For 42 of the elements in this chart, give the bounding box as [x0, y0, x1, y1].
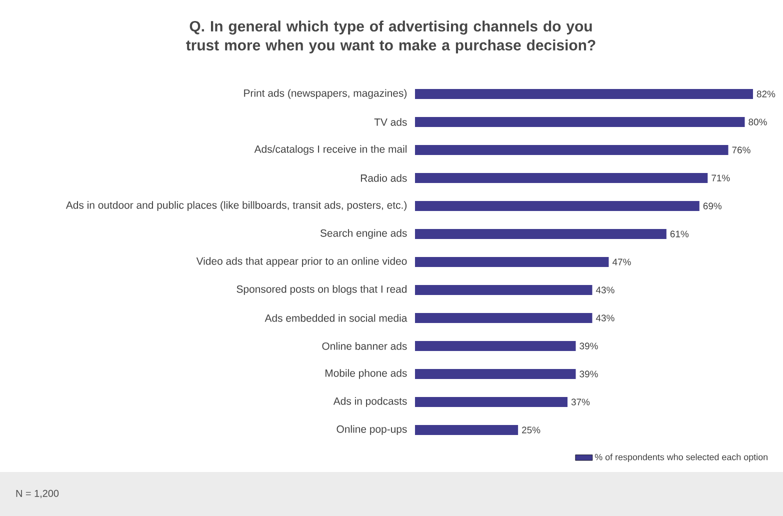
data-label: 39% [580, 370, 598, 378]
y-tick-label: Ads/catalogs I receive in the mail [254, 145, 407, 155]
data-label: 47% [612, 258, 631, 266]
bar [415, 173, 708, 183]
bar [415, 397, 568, 408]
y-tick-label: Radio ads [360, 174, 407, 182]
bar [415, 313, 592, 324]
y-tick-label: Ads in outdoor and public places (like billboards, transit ads, posters, etc.) [66, 201, 407, 211]
y-tick-label: Sponsored posts on blogs that I read [236, 285, 407, 295]
data-label: 61% [670, 230, 689, 238]
text: N = 1,200 [16, 490, 59, 498]
legend-label: % of respondents who selected each option [594, 454, 768, 462]
y-tick-label: Print ads (newspapers, magazines) [244, 89, 407, 99]
bar [415, 257, 609, 268]
data-label: 76% [732, 146, 750, 154]
bar [415, 341, 576, 352]
y-tick-label: Video ads that appear prior to an online video [196, 257, 407, 267]
bar [415, 145, 728, 155]
y-tick-label: Online banner ads [322, 342, 407, 350]
bar [415, 285, 592, 296]
bar [415, 229, 666, 240]
y-tick-label: Ads embedded in social media [264, 314, 408, 322]
data-label: 43% [596, 314, 614, 322]
data-label: 25% [522, 426, 540, 434]
chart-title: Q. In general which type of advertising channels do you trust more when you want to make a purchase decision? [186, 20, 596, 54]
y-tick-label: Search engine ads [320, 229, 407, 239]
bar [415, 89, 753, 99]
data-label: 39% [580, 342, 598, 350]
data-label: 69% [703, 202, 722, 210]
y-tick-label: TV ads [374, 118, 407, 126]
bar [415, 201, 700, 212]
bar [415, 369, 576, 380]
bar [415, 425, 518, 436]
y-tick-label: Ads in podcasts [333, 397, 407, 407]
data-label: 43% [596, 286, 614, 294]
y-tick-label: Online pop-ups [336, 425, 407, 435]
y-tick-label: Mobile phone ads [326, 369, 407, 379]
data-label: 37% [571, 398, 590, 406]
bar [415, 117, 745, 127]
data-label: 71% [712, 174, 730, 182]
data-label: 82% [756, 90, 776, 98]
data-label: 80% [748, 118, 767, 126]
